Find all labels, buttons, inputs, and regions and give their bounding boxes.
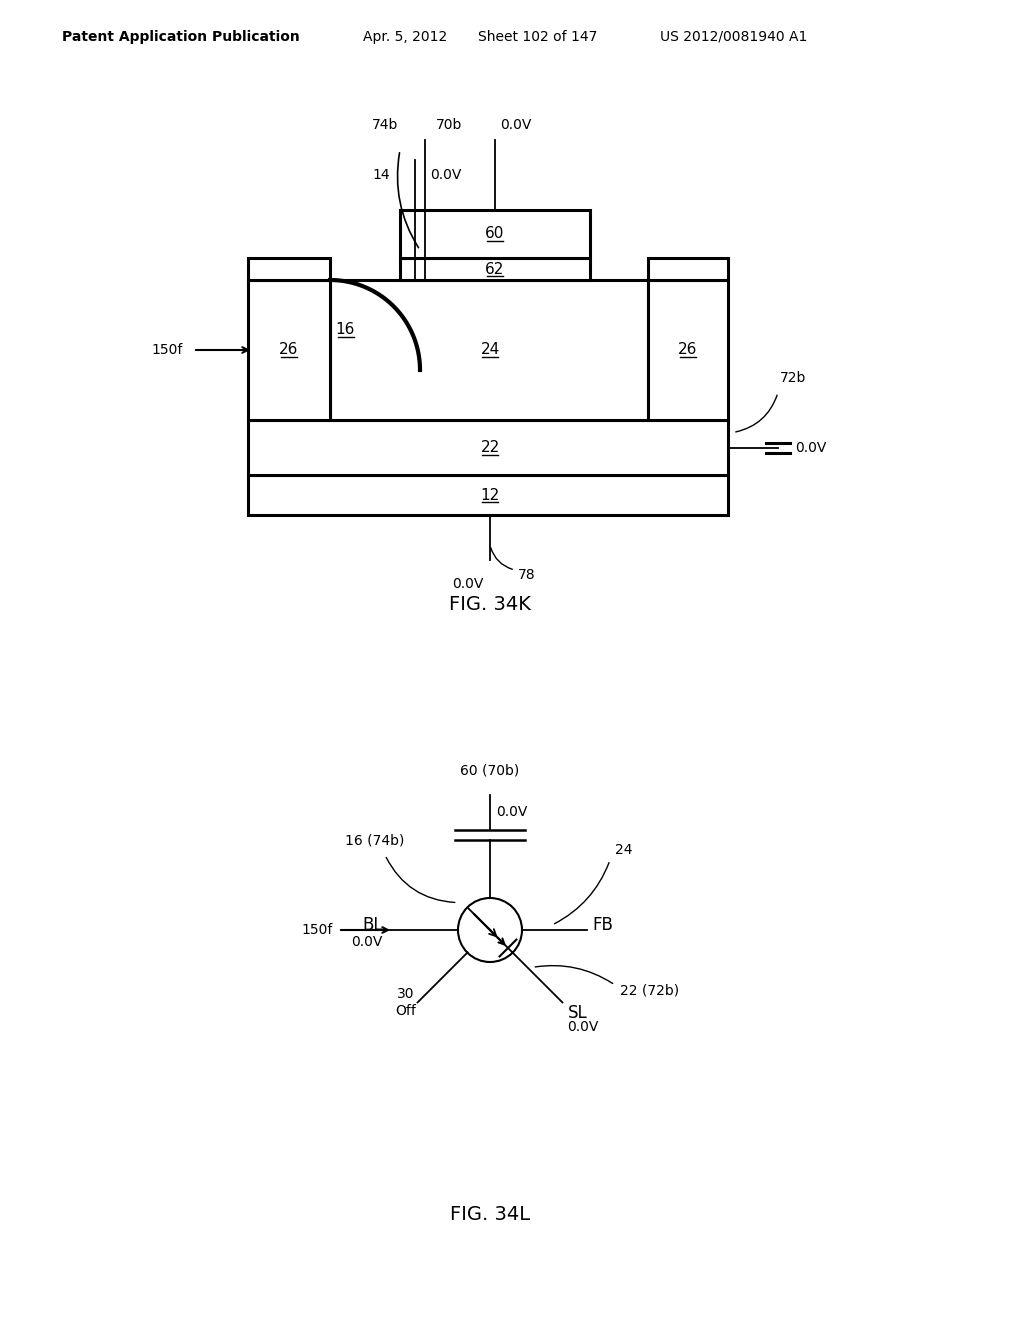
Text: 0.0V: 0.0V	[567, 1020, 599, 1035]
Bar	[400, 257, 590, 280]
Bar	[648, 257, 728, 280]
Bar	[248, 280, 330, 420]
Text: 22 (72b): 22 (72b)	[620, 983, 679, 997]
Text: 74b: 74b	[372, 117, 398, 132]
Text: 24: 24	[615, 843, 633, 857]
Bar	[248, 420, 728, 475]
Bar	[400, 210, 590, 257]
Text: 78: 78	[518, 568, 536, 582]
Text: 0.0V: 0.0V	[430, 168, 462, 182]
Text: 150f: 150f	[302, 923, 333, 937]
Text: 72b: 72b	[780, 371, 806, 385]
Bar	[648, 280, 728, 420]
Text: 26: 26	[678, 342, 697, 358]
Text: 0.0V: 0.0V	[453, 577, 483, 591]
Text: Patent Application Publication: Patent Application Publication	[62, 30, 300, 44]
Text: 14: 14	[373, 168, 390, 182]
Text: 16: 16	[335, 322, 354, 338]
Bar	[248, 475, 728, 515]
Text: BL: BL	[362, 916, 383, 935]
Text: 150f: 150f	[152, 343, 183, 356]
Text: Sheet 102 of 147: Sheet 102 of 147	[478, 30, 597, 44]
Text: 0.0V: 0.0V	[795, 441, 826, 454]
Text: 0.0V: 0.0V	[500, 117, 531, 132]
Text: Off: Off	[395, 1005, 416, 1019]
Text: 16 (74b): 16 (74b)	[345, 833, 404, 847]
Text: 60 (70b): 60 (70b)	[461, 764, 519, 777]
Text: 60: 60	[485, 227, 505, 242]
Bar	[330, 280, 648, 420]
Text: 70b: 70b	[435, 117, 462, 132]
Text: 0.0V: 0.0V	[496, 805, 527, 818]
Text: Apr. 5, 2012: Apr. 5, 2012	[362, 30, 447, 44]
Text: US 2012/0081940 A1: US 2012/0081940 A1	[660, 30, 807, 44]
Text: 26: 26	[280, 342, 299, 358]
Text: FB: FB	[592, 916, 613, 935]
Text: 62: 62	[485, 261, 505, 276]
Text: FIG. 34L: FIG. 34L	[450, 1205, 530, 1225]
Text: 30: 30	[397, 987, 415, 1002]
Text: SL: SL	[567, 1005, 587, 1023]
Text: 24: 24	[480, 342, 500, 358]
Text: FIG. 34K: FIG. 34K	[450, 595, 530, 615]
Bar	[248, 257, 330, 280]
Text: 12: 12	[480, 487, 500, 503]
Text: 22: 22	[480, 440, 500, 455]
Text: 0.0V: 0.0V	[351, 935, 383, 949]
